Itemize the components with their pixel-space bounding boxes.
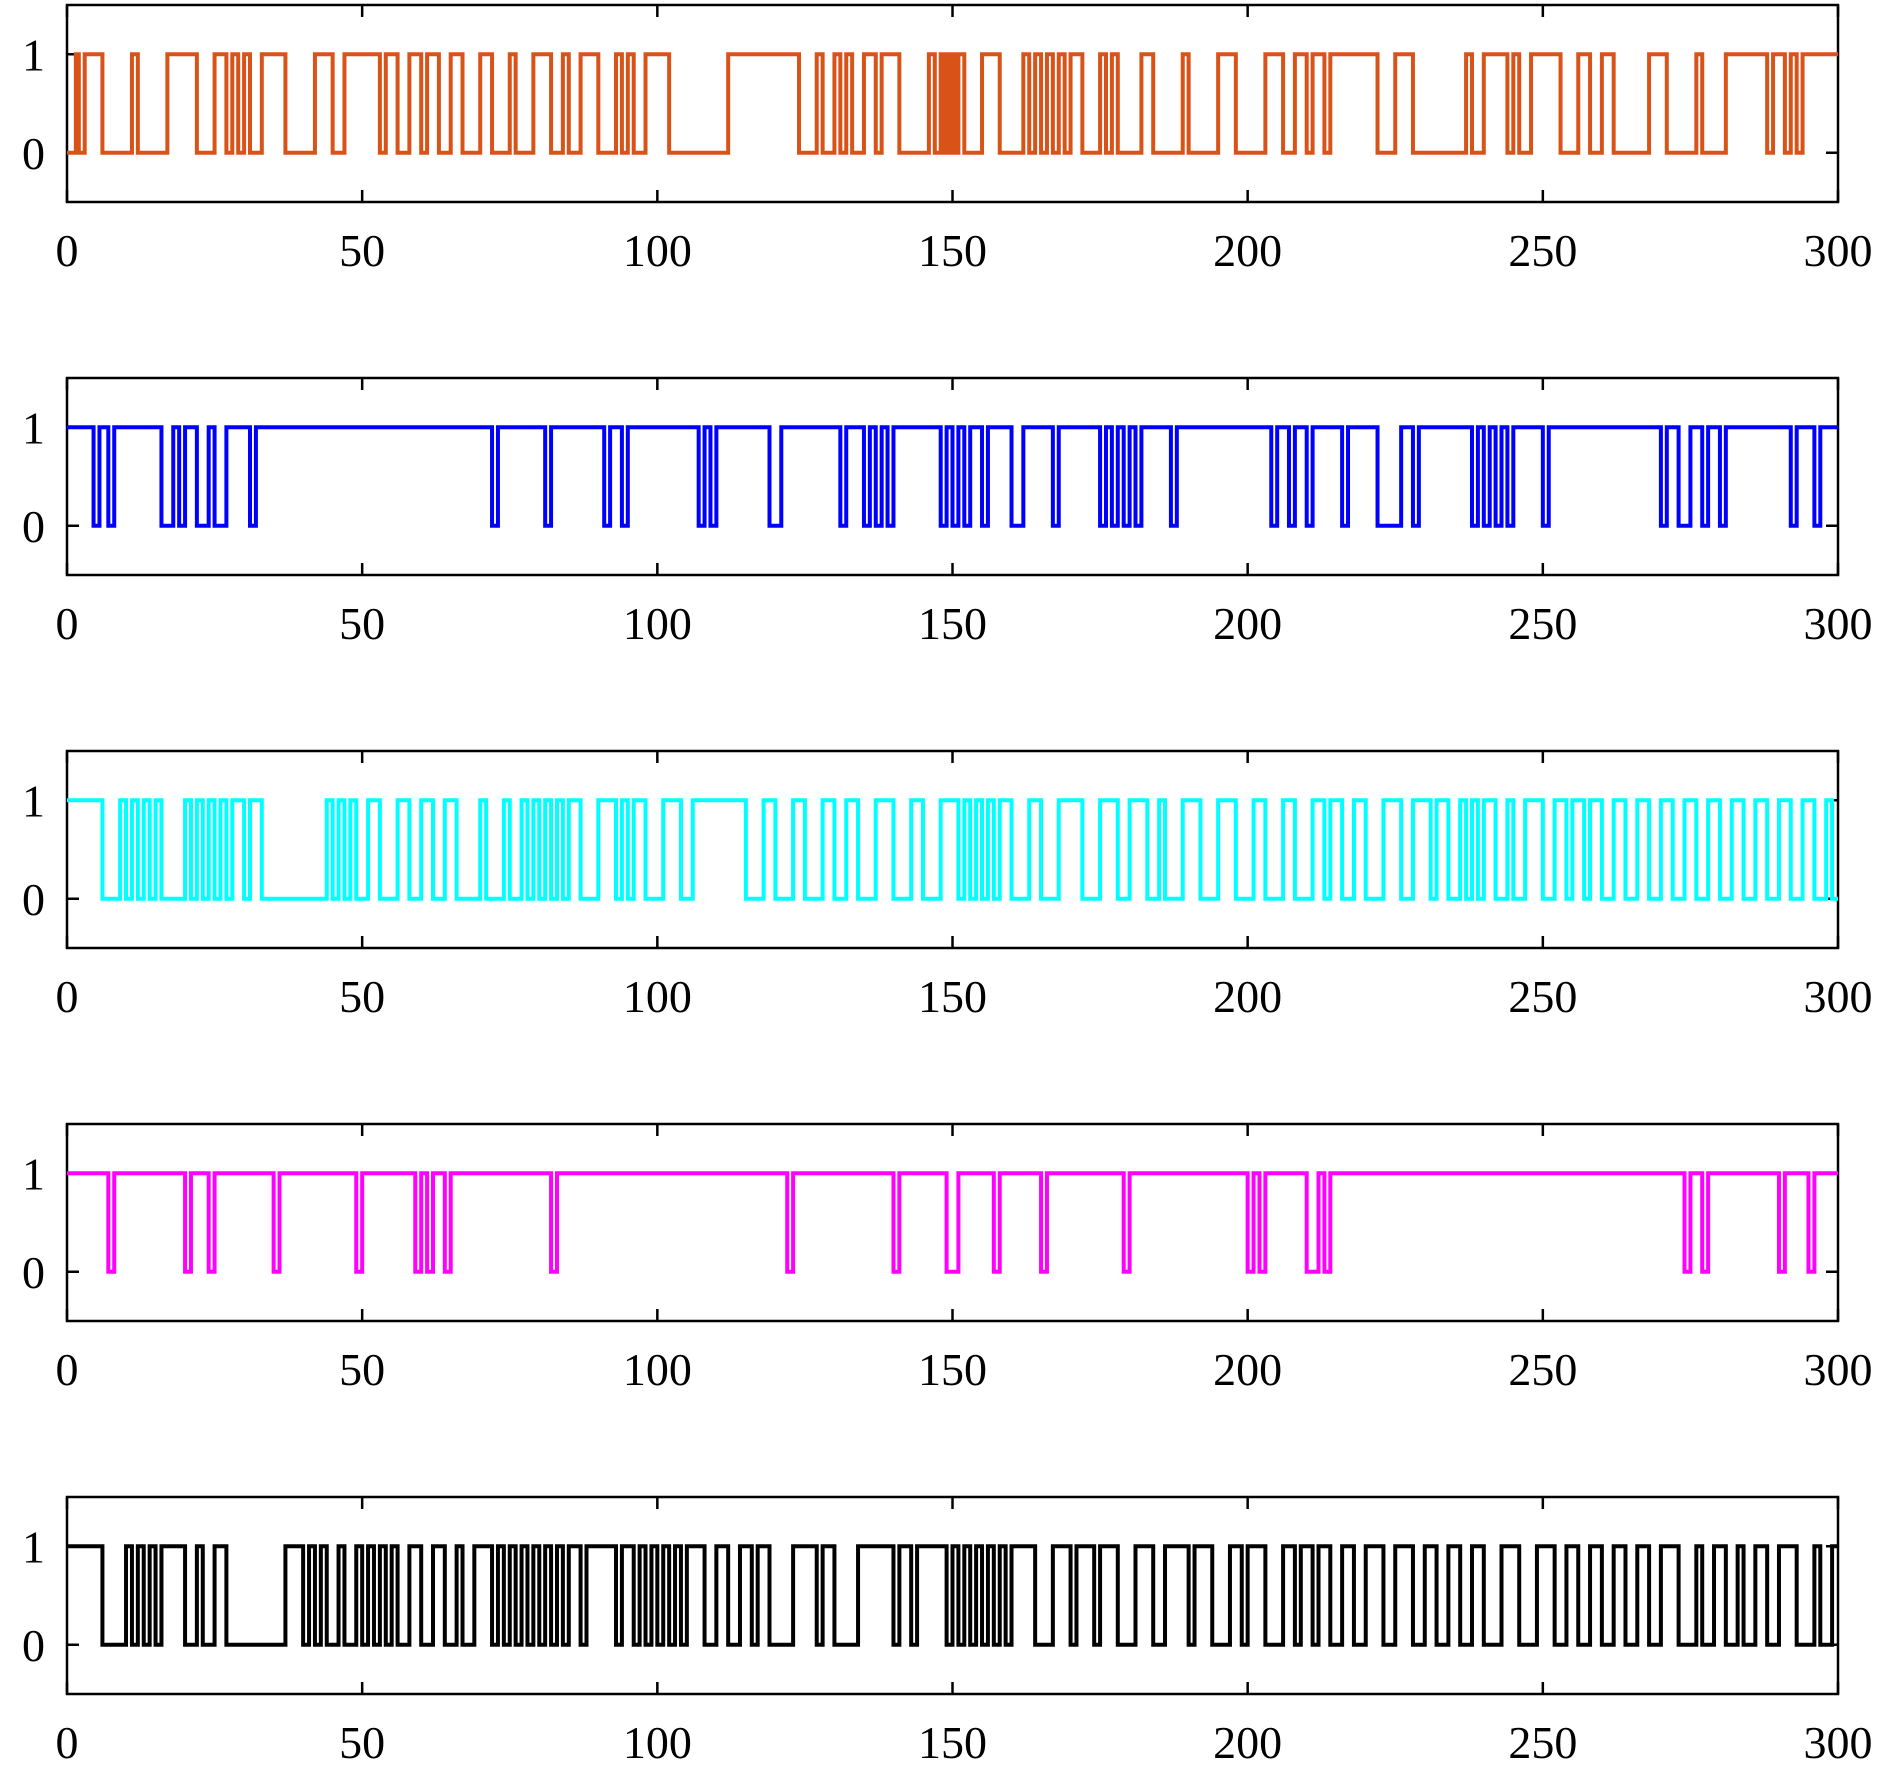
y-tick-label: 0 bbox=[22, 128, 45, 179]
y-tick-label: 1 bbox=[22, 29, 45, 80]
panel-5: 0 50 100 150 200 250 300 0 1 bbox=[22, 1495, 1873, 1768]
x-tick-label: 150 bbox=[918, 225, 987, 276]
x-tick-label: 50 bbox=[339, 1717, 385, 1768]
x-tick-label: 250 bbox=[1508, 225, 1577, 276]
x-tick-label: 100 bbox=[623, 971, 692, 1022]
panel-2: 0 50 100 150 200 250 300 0 1 bbox=[22, 376, 1873, 649]
signal-line bbox=[67, 1544, 1838, 1647]
axes-frame bbox=[65, 1122, 1840, 1323]
x-tick-label: 250 bbox=[1508, 971, 1577, 1022]
x-tick-label: 150 bbox=[918, 971, 987, 1022]
x-tick-label: 200 bbox=[1213, 598, 1282, 649]
x-tick-label: 300 bbox=[1804, 225, 1873, 276]
y-tick-label: 1 bbox=[22, 402, 45, 453]
panel-3: 0 50 100 150 200 250 300 0 1 bbox=[22, 749, 1873, 1022]
x-tick-label: 200 bbox=[1213, 1717, 1282, 1768]
x-tick-label: 150 bbox=[918, 598, 987, 649]
x-tick-label: 300 bbox=[1804, 598, 1873, 649]
signal-line bbox=[67, 52, 1838, 155]
y-tick-label: 1 bbox=[22, 775, 45, 826]
x-tick-label: 200 bbox=[1213, 1344, 1282, 1395]
x-tick-label: 150 bbox=[918, 1344, 987, 1395]
y-tick-label: 1 bbox=[22, 1521, 45, 1572]
x-tick-label: 300 bbox=[1804, 1344, 1873, 1395]
x-tick-label: 0 bbox=[56, 225, 79, 276]
x-tick-label: 250 bbox=[1508, 598, 1577, 649]
signal-line bbox=[67, 1171, 1838, 1274]
x-tick-label: 0 bbox=[56, 1344, 79, 1395]
y-tick-label: 0 bbox=[22, 1620, 45, 1671]
x-tick-label: 0 bbox=[56, 1717, 79, 1768]
x-tick-label: 300 bbox=[1804, 971, 1873, 1022]
y-tick-label: 0 bbox=[22, 1247, 45, 1298]
x-tick-label: 200 bbox=[1213, 971, 1282, 1022]
signal-line bbox=[67, 425, 1838, 528]
x-tick-label: 250 bbox=[1508, 1344, 1577, 1395]
x-tick-label: 0 bbox=[56, 971, 79, 1022]
x-tick-label: 100 bbox=[623, 225, 692, 276]
x-tick-label: 150 bbox=[918, 1717, 987, 1768]
x-tick-label: 50 bbox=[339, 225, 385, 276]
x-tick-label: 300 bbox=[1804, 1717, 1873, 1768]
x-tick-label: 50 bbox=[339, 1344, 385, 1395]
panel-4: 0 50 100 150 200 250 300 0 1 bbox=[22, 1122, 1873, 1395]
x-tick-label: 0 bbox=[56, 598, 79, 649]
x-tick-label: 250 bbox=[1508, 1717, 1577, 1768]
panel-1: 0 50 100 150 200 250 300 0 1 bbox=[22, 3, 1873, 276]
x-tick-label: 100 bbox=[623, 598, 692, 649]
signal-line bbox=[67, 798, 1838, 901]
x-tick-label: 50 bbox=[339, 971, 385, 1022]
x-tick-label: 50 bbox=[339, 598, 385, 649]
y-tick-label: 0 bbox=[22, 501, 45, 552]
x-tick-label: 100 bbox=[623, 1717, 692, 1768]
x-tick-label: 100 bbox=[623, 1344, 692, 1395]
y-tick-label: 1 bbox=[22, 1148, 45, 1199]
y-tick-label: 0 bbox=[22, 874, 45, 925]
x-tick-label: 200 bbox=[1213, 225, 1282, 276]
